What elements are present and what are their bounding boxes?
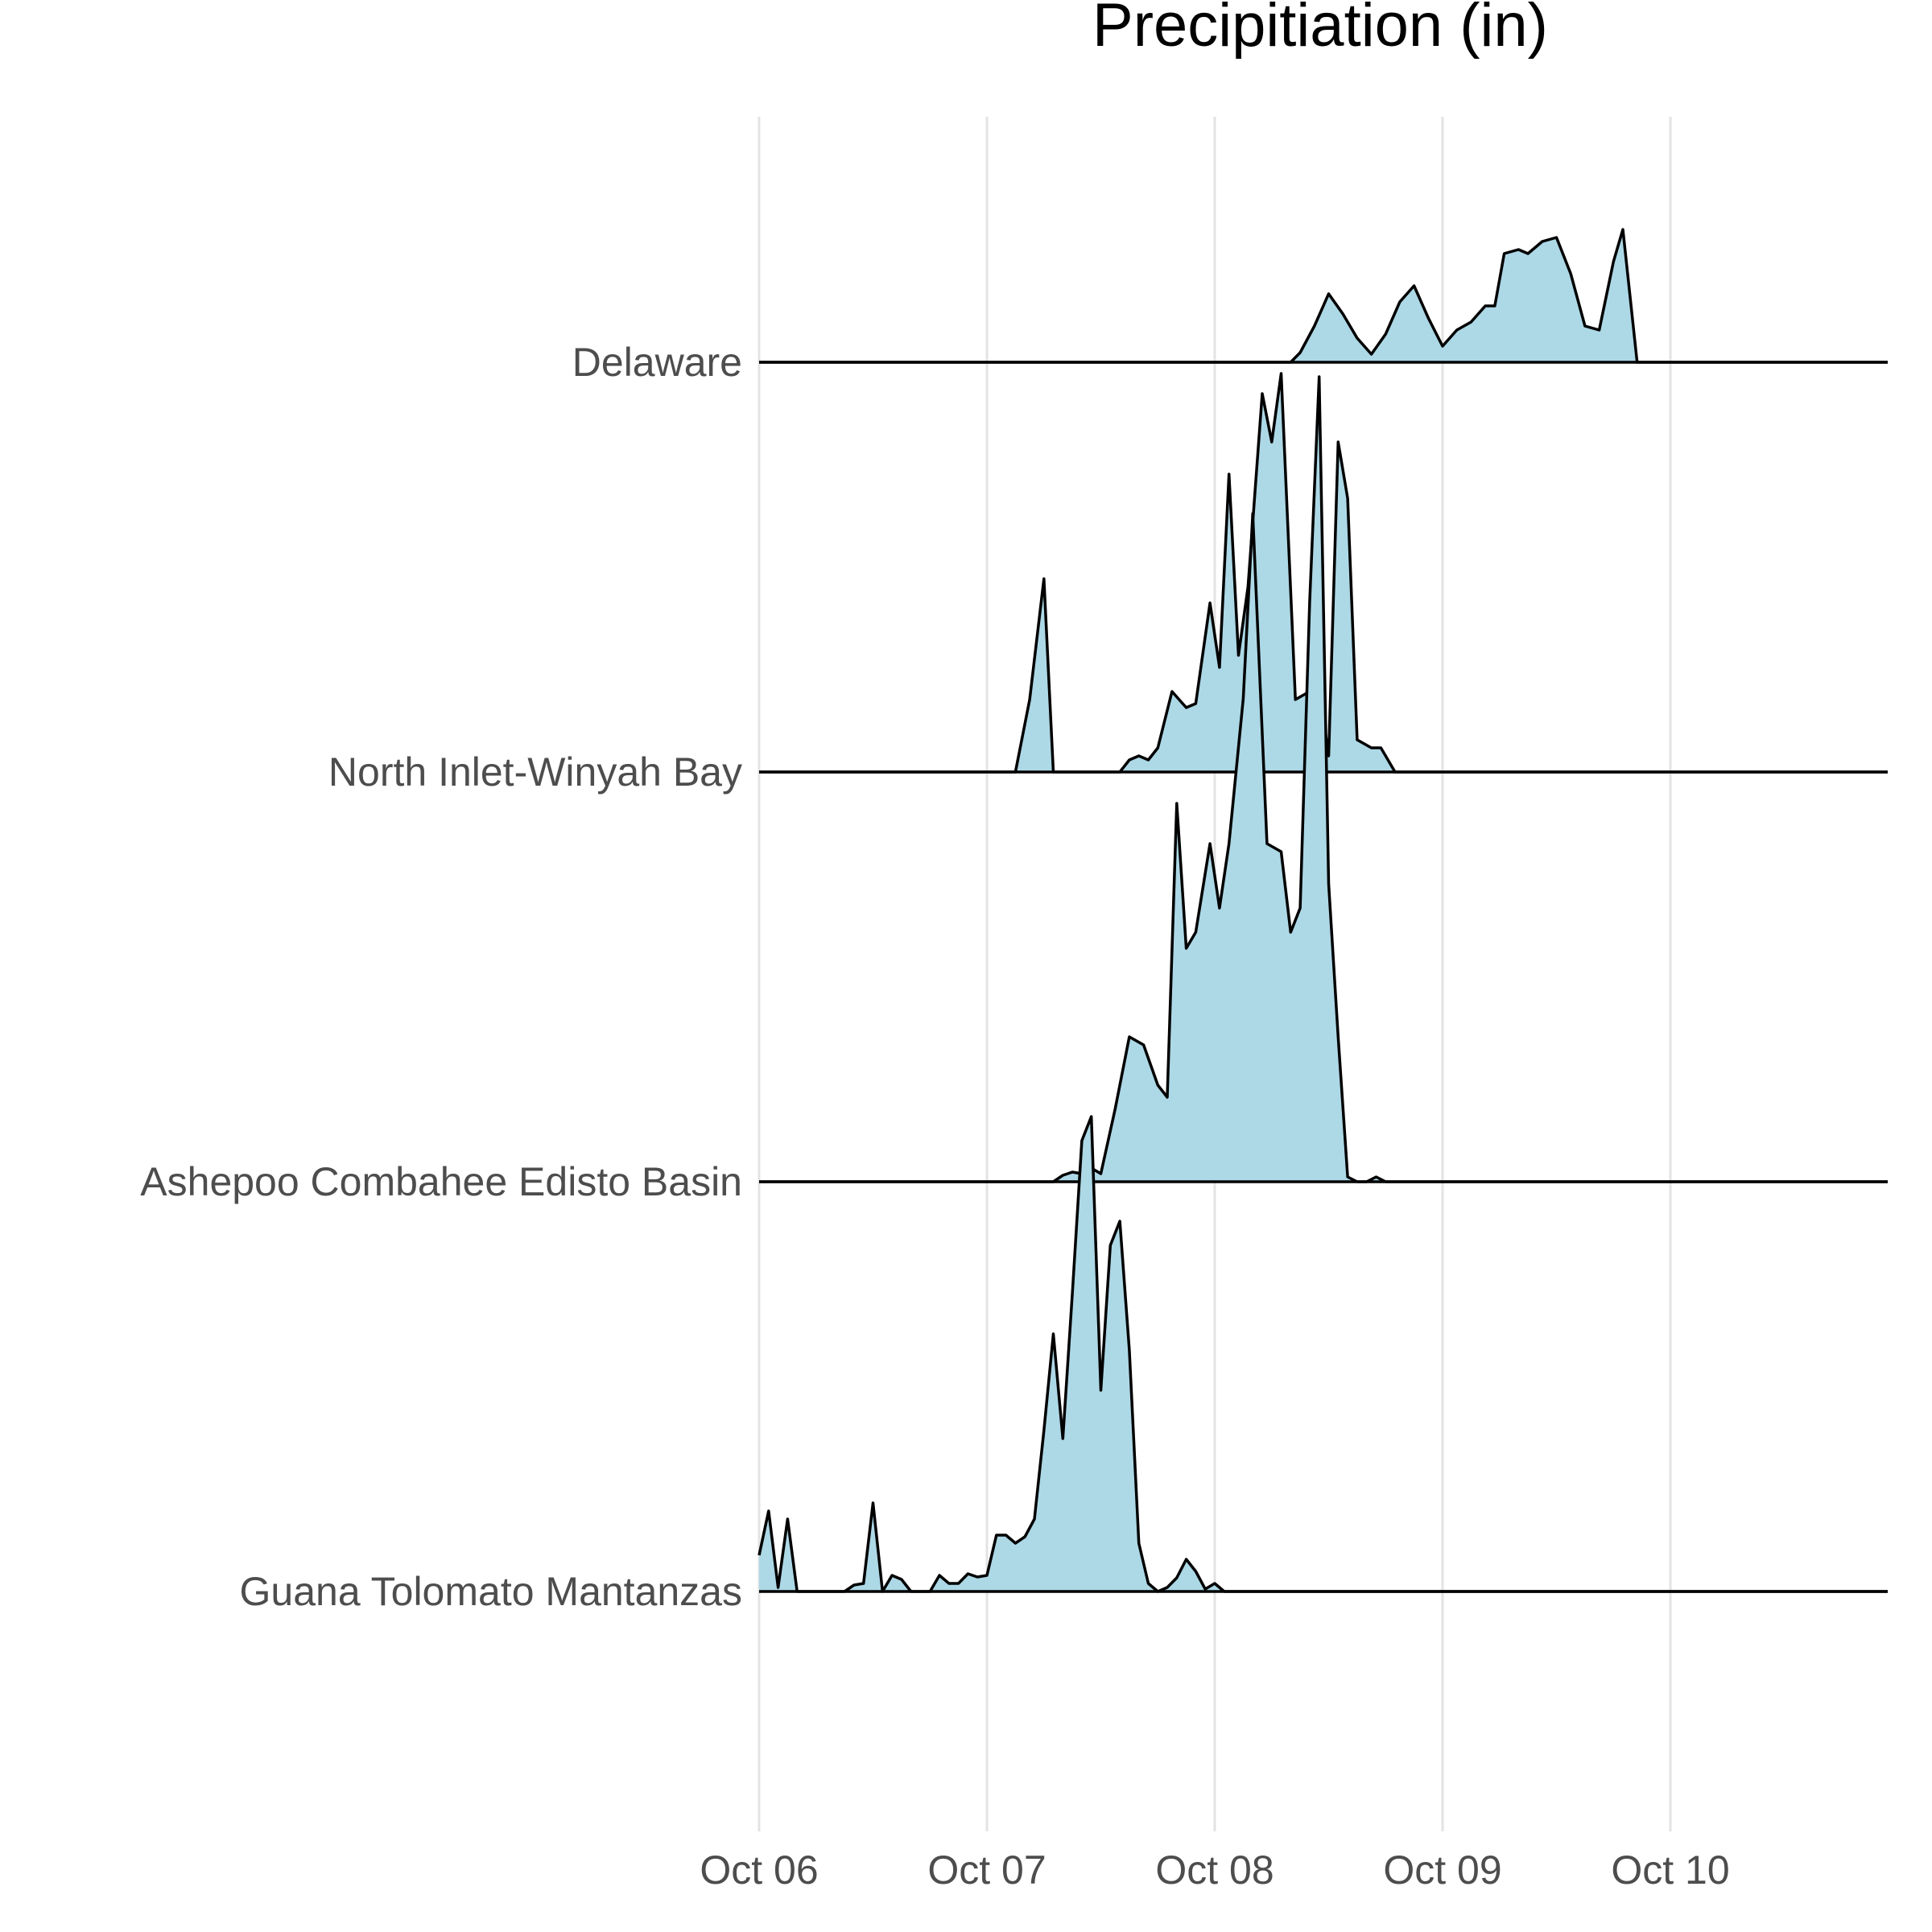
y-label-ashepoo-combahee-edisto-basin: Ashepoo Combahee Edisto Basin	[140, 1159, 742, 1204]
x-tick-label-oct-09: Oct 09	[1383, 1847, 1501, 1893]
y-label-guana-tolomato-mantanzas: Guana Tolomato Mantanzas	[240, 1569, 742, 1614]
x-tick-label-oct-10: Oct 10	[1611, 1847, 1729, 1893]
ridge-area-ashepoo-combahee-edisto-basin	[759, 377, 1888, 1182]
ridge-delaware	[759, 228, 1888, 364]
ridge-line-delaware	[759, 228, 1888, 364]
x-tick-label-oct-07: Oct 07	[927, 1847, 1046, 1893]
ridge-ashepoo-combahee-edisto-basin	[759, 375, 1888, 1183]
x-axis-labels: Oct 06 Oct 07 Oct 08 Oct 09 Oct 10	[700, 1847, 1729, 1893]
x-tick-label-oct-08: Oct 08	[1155, 1847, 1274, 1893]
ridge-area-north-inlet-winyah-bay	[759, 374, 1888, 772]
y-label-north-inlet-winyah-bay: North Inlet-Winyah Bay	[328, 749, 742, 795]
ridge-area-delaware	[759, 229, 1888, 362]
x-tick-label-oct-06: Oct 06	[700, 1847, 818, 1893]
y-axis-labels: Delaware North Inlet-Winyah Bay Ashepoo Co…	[140, 340, 742, 1614]
ridges	[758, 228, 1888, 1593]
y-label-delaware: Delaware	[572, 340, 742, 385]
ridge-line-guana-tolomato-mantanzas	[758, 1115, 1888, 1593]
chart-title: Precipitiation (in)	[1092, 0, 1548, 60]
ridge-line-north-inlet-winyah-bay	[759, 372, 1888, 774]
ridge-guana-tolomato-mantanzas	[758, 1115, 1888, 1593]
ridge-line-ashepoo-combahee-edisto-basin	[759, 375, 1888, 1183]
ridge-area-guana-tolomato-mantanzas	[759, 1117, 1888, 1591]
